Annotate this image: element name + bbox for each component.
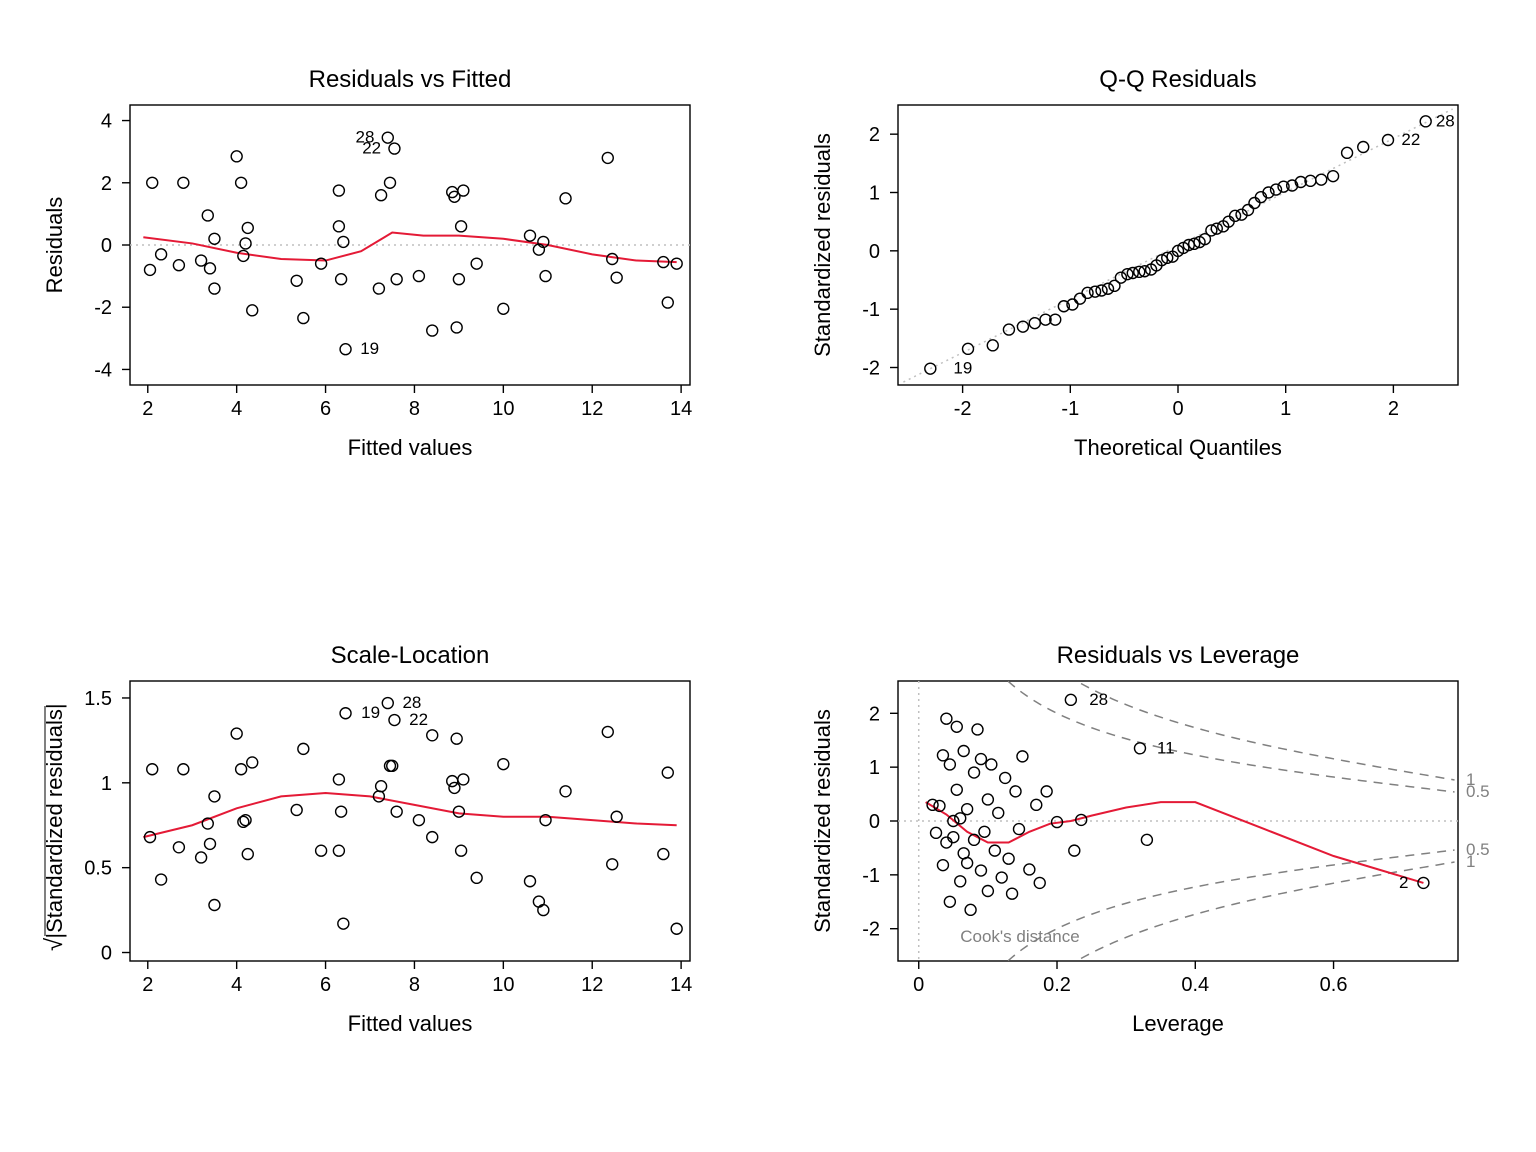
- svg-text:1: 1: [869, 183, 880, 205]
- svg-text:0.6: 0.6: [1320, 974, 1348, 996]
- svg-text:-1: -1: [1061, 398, 1079, 420]
- svg-text:6: 6: [320, 974, 331, 996]
- svg-text:1: 1: [1466, 852, 1475, 871]
- svg-text:0.5: 0.5: [1466, 782, 1490, 801]
- panel-qq-residuals: 28 22 19 -2 -1 0 1 2 -2 -1 0 1 2 Q-Q Residuals Theoret…: [768, 0, 1536, 576]
- svg-text:2: 2: [142, 398, 153, 420]
- svg-text:-2: -2: [954, 398, 972, 420]
- svg-text:Fitted values: Fitted values: [348, 1011, 473, 1036]
- svg-text:Leverage: Leverage: [1132, 1011, 1224, 1036]
- svg-text:Residuals: Residuals: [42, 197, 67, 294]
- svg-text:Residuals vs Fitted: Residuals vs Fitted: [309, 66, 512, 93]
- svg-text:12: 12: [581, 974, 603, 996]
- svg-text:0: 0: [101, 943, 112, 965]
- svg-text:0.5: 0.5: [84, 858, 112, 880]
- svg-text:4: 4: [231, 398, 242, 420]
- svg-text:Residuals vs Leverage: Residuals vs Leverage: [1057, 642, 1300, 669]
- svg-text:19: 19: [361, 703, 380, 722]
- svg-text:-1: -1: [862, 865, 880, 887]
- svg-text:Q-Q Residuals: Q-Q Residuals: [1099, 66, 1256, 93]
- svg-text:8: 8: [409, 974, 420, 996]
- panel-residuals-vs-fitted: 2822192468101214-4-2024Residuals vs Fitt…: [0, 0, 768, 576]
- svg-text:22: 22: [362, 139, 381, 158]
- panel-scale-location: 192822246810121400.511.5Scale-LocationFi…: [0, 576, 768, 1152]
- svg-text:28: 28: [1436, 111, 1455, 130]
- svg-text:11: 11: [1157, 738, 1175, 757]
- svg-text:-2: -2: [94, 297, 112, 319]
- svg-text:-4: -4: [94, 359, 112, 381]
- svg-text:1: 1: [1280, 398, 1291, 420]
- svg-text:1: 1: [101, 773, 112, 795]
- svg-text:1: 1: [869, 757, 880, 779]
- svg-text:14: 14: [670, 974, 692, 996]
- svg-text:|Standardized residuals|: |Standardized residuals|: [42, 703, 67, 938]
- svg-text:0: 0: [869, 811, 880, 833]
- svg-text:2: 2: [869, 124, 880, 146]
- svg-text:1.5: 1.5: [84, 688, 112, 710]
- svg-text:22: 22: [409, 710, 428, 729]
- svg-text:19: 19: [953, 359, 972, 378]
- svg-text:28: 28: [1089, 690, 1108, 709]
- svg-text:0: 0: [1172, 398, 1183, 420]
- svg-text:Theoretical Quantiles: Theoretical Quantiles: [1074, 435, 1282, 460]
- svg-text:0: 0: [101, 235, 112, 257]
- svg-text:-2: -2: [862, 919, 880, 941]
- svg-text:Fitted values: Fitted values: [348, 435, 473, 460]
- svg-text:2: 2: [101, 173, 112, 195]
- svg-text:22: 22: [1401, 130, 1420, 149]
- svg-text:0.4: 0.4: [1181, 974, 1209, 996]
- svg-text:8: 8: [409, 398, 420, 420]
- svg-text:12: 12: [581, 398, 603, 420]
- svg-text:4: 4: [101, 111, 112, 133]
- svg-text:-2: -2: [862, 358, 880, 380]
- svg-text:2: 2: [869, 703, 880, 725]
- svg-text:0.2: 0.2: [1043, 974, 1071, 996]
- svg-text:Standardized residuals: Standardized residuals: [810, 709, 835, 933]
- svg-text:14: 14: [670, 398, 692, 420]
- svg-text:6: 6: [320, 398, 331, 420]
- panel-residuals-vs-leverage: 10.50.51Cook's distance2811200.20.40.6-2…: [768, 576, 1536, 1152]
- diagnostic-plot-grid: 2822192468101214-4-2024Residuals vs Fitt…: [0, 0, 1536, 1152]
- svg-text:19: 19: [360, 339, 379, 358]
- svg-text:Standardized residuals: Standardized residuals: [810, 133, 835, 357]
- svg-text:0: 0: [869, 241, 880, 263]
- svg-text:10: 10: [492, 398, 514, 420]
- svg-text:2: 2: [1399, 873, 1408, 892]
- svg-text:-1: -1: [862, 299, 880, 321]
- svg-text:Scale-Location: Scale-Location: [331, 642, 490, 669]
- svg-text:0: 0: [913, 974, 924, 996]
- svg-text:Cook's distance: Cook's distance: [960, 927, 1079, 946]
- svg-text:10: 10: [492, 974, 514, 996]
- svg-text:4: 4: [231, 974, 242, 996]
- svg-text:2: 2: [1388, 398, 1399, 420]
- svg-text:2: 2: [142, 974, 153, 996]
